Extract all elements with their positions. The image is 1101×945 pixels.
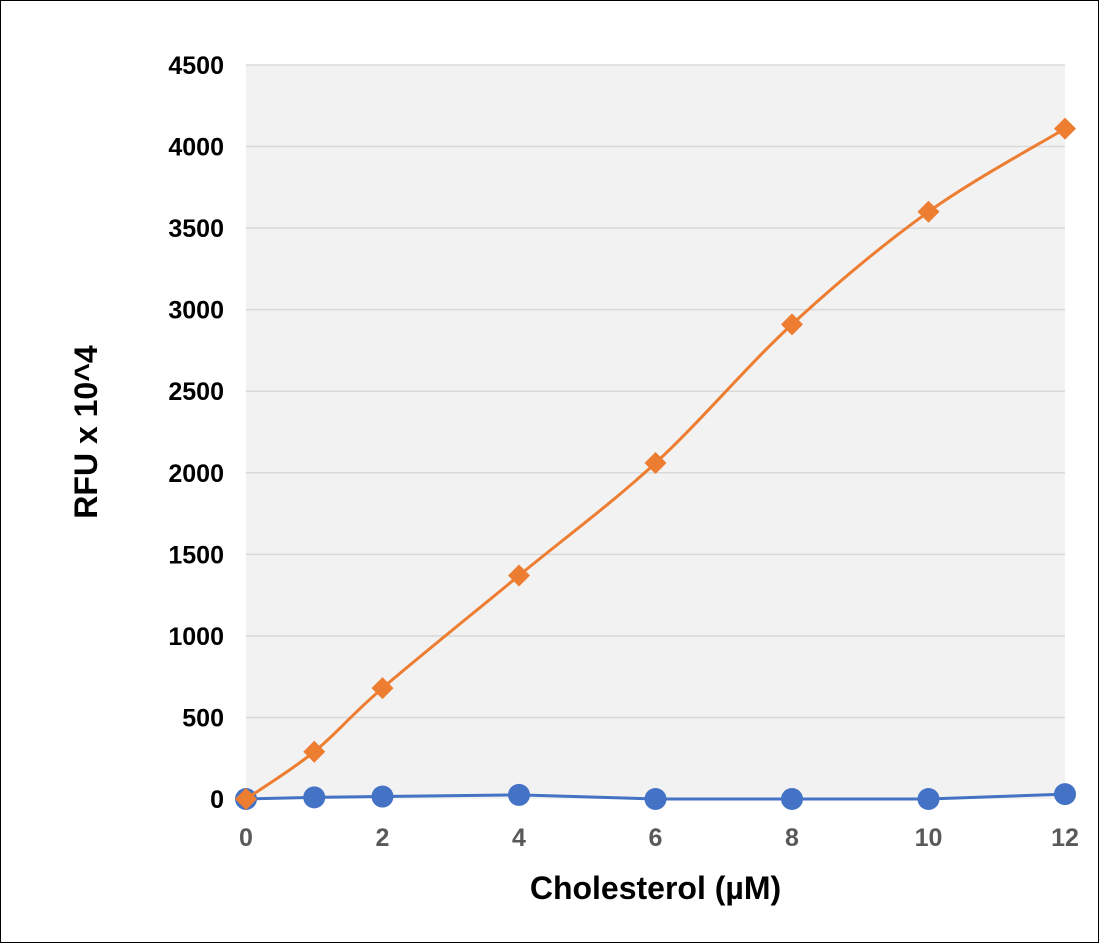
x-tick-label: 2: [376, 824, 390, 852]
gridlines: [246, 64, 1065, 719]
y-tick-label: 1000: [168, 623, 224, 651]
data-point: [235, 788, 257, 810]
data-point: [303, 786, 326, 809]
data-point: [917, 200, 940, 223]
series-line: [245, 792, 1066, 801]
y-tick-label: 2500: [168, 378, 224, 406]
data-point: [1054, 117, 1076, 140]
series-line: [245, 127, 1066, 801]
series-layer: [235, 117, 1076, 810]
data-point: [1054, 783, 1076, 806]
y-axis-title: RFU x 10^4: [68, 345, 104, 519]
y-tick-label: 4500: [168, 52, 224, 80]
y-tick-label: 500: [182, 704, 224, 732]
x-tick-label: 0: [239, 824, 253, 852]
data-point: [371, 785, 394, 808]
x-axis-title: Cholesterol (µM): [530, 870, 781, 906]
y-tick-label: 1500: [168, 541, 224, 569]
data-point: [508, 564, 530, 587]
x-tick-label: 10: [915, 824, 943, 852]
x-axis-ticks: 0 2 4 6 8 10 12: [239, 824, 1079, 852]
y-tick-label: 0: [210, 786, 224, 814]
data-point: [917, 788, 940, 810]
y-axis-ticks: 0 500 1000 1500 2000 2500 3000 3500 4000 4500: [168, 52, 224, 814]
plot-area: [246, 65, 1065, 799]
y-tick-label: 2000: [168, 460, 224, 488]
data-point: [644, 451, 667, 474]
data-point: [781, 788, 803, 810]
x-tick-label: 4: [512, 824, 526, 852]
data-point: [781, 313, 803, 336]
y-tick-label: 3000: [168, 297, 224, 325]
x-tick-label: 6: [649, 824, 663, 852]
data-point: [508, 783, 530, 806]
x-tick-label: 12: [1051, 824, 1079, 852]
data-point: [303, 740, 326, 763]
data-point: [371, 677, 394, 700]
y-tick-label: 3500: [168, 215, 224, 243]
x-tick-label: 8: [785, 824, 799, 852]
data-point: [644, 788, 667, 810]
series-1: [235, 117, 1076, 810]
y-tick-label: 4000: [168, 134, 224, 162]
